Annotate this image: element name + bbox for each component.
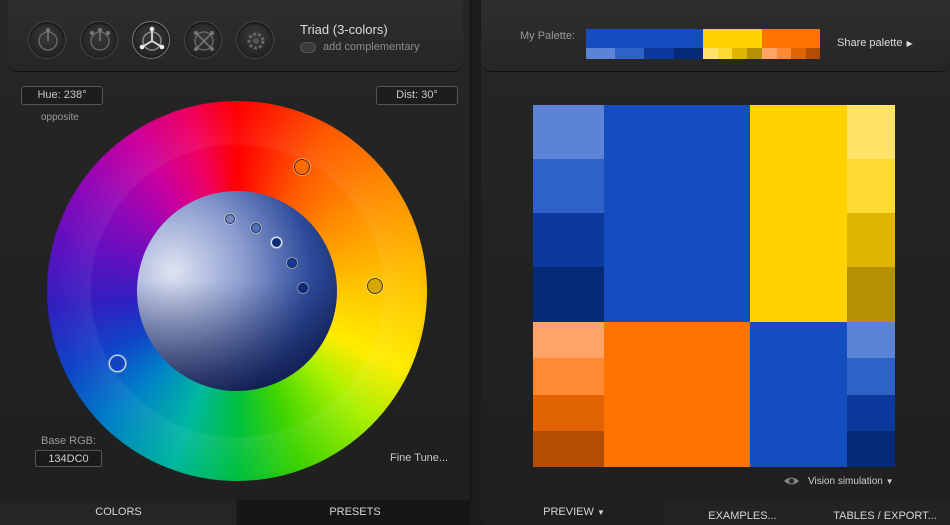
preview-cell[interactable] xyxy=(533,159,604,213)
swatch xyxy=(674,48,703,59)
preview-main-blue[interactable] xyxy=(604,105,750,322)
swatch xyxy=(615,48,644,59)
preview-cell[interactable] xyxy=(847,159,895,213)
caret-right-icon: ▶ xyxy=(906,39,912,48)
preview-cell[interactable] xyxy=(847,322,895,358)
tab-preview[interactable]: PREVIEW ▼ xyxy=(481,500,667,525)
right-lower-tabs: EXAMPLES... TABLES / EXPORT... xyxy=(665,502,950,525)
tab-presets[interactable]: PRESETS xyxy=(239,500,471,525)
preview-cell[interactable] xyxy=(533,322,604,358)
tetrad-mode-icon[interactable] xyxy=(184,21,222,59)
blue-handle[interactable] xyxy=(109,355,126,372)
complementary-label: add complementary xyxy=(323,41,420,53)
swatch xyxy=(762,29,820,48)
swatch xyxy=(806,48,820,59)
eye-icon xyxy=(783,475,800,487)
preview-cell[interactable] xyxy=(847,395,895,431)
scheme-mode-bar: Triad (3-colors) add complementary xyxy=(8,0,463,72)
caret-down-icon: ▼ xyxy=(886,477,894,486)
preview-cell[interactable] xyxy=(847,431,895,467)
swatch xyxy=(718,48,732,59)
swatch xyxy=(586,29,703,48)
mono-mode-icon[interactable] xyxy=(28,21,66,59)
shade-marker[interactable] xyxy=(251,223,261,233)
vision-simulation-label: Vision simulation ▼ xyxy=(808,476,894,487)
triad-mode-icon[interactable] xyxy=(132,21,170,59)
left-tab-bar: COLORS PRESETS xyxy=(0,500,471,525)
preview-main-blue-secondary[interactable] xyxy=(750,322,847,467)
preview-cell[interactable] xyxy=(533,213,604,267)
swatch xyxy=(703,48,718,59)
swatch xyxy=(703,29,762,48)
palette-label: My Palette: xyxy=(520,30,575,42)
preview-main-yellow[interactable] xyxy=(750,105,847,322)
color-wheel[interactable] xyxy=(47,101,427,481)
swatch xyxy=(777,48,791,59)
shade-marker[interactable] xyxy=(271,237,282,248)
orange-handle[interactable] xyxy=(294,159,310,175)
swatch xyxy=(747,48,762,59)
tab-examples[interactable]: EXAMPLES... xyxy=(665,507,820,525)
preview-cell[interactable] xyxy=(533,358,604,395)
base-rgb-label: Base RGB: xyxy=(41,435,96,447)
tab-colors[interactable]: COLORS xyxy=(0,500,238,525)
mini-palette[interactable] xyxy=(586,29,820,59)
mini-palette-orange[interactable] xyxy=(762,29,820,59)
swatch xyxy=(732,48,747,59)
share-palette-label: Share palette xyxy=(837,37,902,49)
scheme-title: Triad (3-colors) xyxy=(300,22,388,37)
preview-panel: My Palette: xyxy=(481,0,950,525)
palette-bar: My Palette: xyxy=(481,0,950,72)
share-palette-button[interactable]: Share palette ▶ xyxy=(837,37,913,49)
tab-tables-export[interactable]: TABLES / EXPORT... xyxy=(820,507,950,525)
color-wheel-panel: Triad (3-colors) add complementary Hue: … xyxy=(0,0,471,525)
shade-marker[interactable] xyxy=(225,214,235,224)
preview-cell[interactable] xyxy=(847,105,895,159)
base-rgb-input[interactable] xyxy=(35,450,102,467)
toggle-icon[interactable] xyxy=(300,42,316,53)
swatch xyxy=(791,48,806,59)
adjacent-mode-icon[interactable] xyxy=(80,21,118,59)
preview-cell[interactable] xyxy=(533,105,604,159)
preview-main-orange[interactable] xyxy=(604,322,750,467)
mini-palette-blue[interactable] xyxy=(586,29,703,59)
preview-cell[interactable] xyxy=(847,358,895,395)
palette-preview xyxy=(533,105,895,467)
shade-marker[interactable] xyxy=(298,283,308,293)
preview-cell[interactable] xyxy=(533,431,604,467)
preview-cell[interactable] xyxy=(847,267,895,322)
swatch xyxy=(586,48,615,59)
swatch xyxy=(762,48,777,59)
fine-tune-link[interactable]: Fine Tune... xyxy=(390,452,448,464)
free-mode-icon[interactable] xyxy=(236,21,274,59)
preview-cell[interactable] xyxy=(533,395,604,431)
yellow-handle[interactable] xyxy=(367,278,383,294)
preview-cell[interactable] xyxy=(847,213,895,267)
shade-marker[interactable] xyxy=(287,258,297,268)
caret-down-icon: ▼ xyxy=(597,508,605,517)
swatch xyxy=(644,48,674,59)
mini-palette-yellow[interactable] xyxy=(703,29,762,59)
preview-cell[interactable] xyxy=(533,267,604,322)
